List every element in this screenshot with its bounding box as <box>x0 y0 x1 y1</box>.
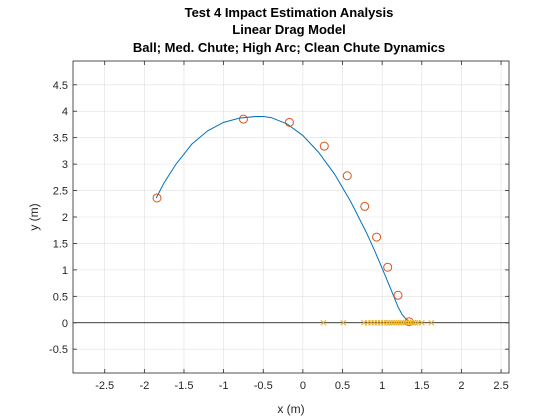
series-layer <box>73 114 509 327</box>
impact-estimate-stroke <box>320 319 327 326</box>
impact-estimate-stroke <box>398 319 405 326</box>
y-tick-label: 2.5 <box>53 186 68 198</box>
x-tick-label: -2.5 <box>95 380 114 392</box>
impact-estimate-point <box>320 319 327 326</box>
impact-estimate-point <box>410 319 417 326</box>
observation-point <box>372 232 382 242</box>
impact-estimate-stroke <box>407 319 414 326</box>
y-tick-label: 4 <box>62 106 68 118</box>
observation-point <box>238 114 248 124</box>
impact-estimate-point <box>383 319 390 326</box>
impact-estimate-point <box>428 319 435 326</box>
chart-title-line-2: Linear Drag Model <box>232 22 345 37</box>
observation-point <box>360 201 370 211</box>
observation-point <box>284 117 294 127</box>
axis-ticks: -2.5 -2 -1.5 -1 -0.5 0 0.5 1 1.5 2 2.5 -0.5 0 0.5 1 1.5… <box>49 61 509 392</box>
x-tick-label: -2 <box>139 380 149 392</box>
y-tick-label: 1.5 <box>53 238 68 250</box>
y-tick-label: 3.5 <box>53 133 68 145</box>
impact-estimate-point <box>398 319 405 326</box>
x-tick-label: -0.5 <box>254 380 273 392</box>
x-tick-label: 0.5 <box>335 380 350 392</box>
observation-point <box>319 141 329 151</box>
impact-estimate-stroke <box>393 319 400 326</box>
observation-point <box>342 171 352 181</box>
impact-estimate-stroke <box>383 319 390 326</box>
trajectory-line <box>155 116 411 323</box>
x-tick-label: 1 <box>379 380 385 392</box>
y-tick-label: 1 <box>62 265 68 277</box>
x-tick-label: -1.5 <box>174 380 193 392</box>
observation-point <box>152 193 162 203</box>
impact-estimate-point <box>395 319 402 326</box>
impact-estimate-point <box>402 319 409 326</box>
impact-estimate-point <box>405 319 412 326</box>
impact-estimate-point <box>418 319 425 326</box>
y-tick-label: 0.5 <box>53 291 68 303</box>
chart-title-line-3: Ball; Med. Chute; High Arc; Clean Chute … <box>133 40 445 55</box>
x-tick-label: -1 <box>219 380 229 392</box>
impact-estimate-stroke <box>395 319 402 326</box>
y-axis-label: y (m) <box>27 203 41 230</box>
impact-estimate-stroke <box>402 319 409 326</box>
observation-point <box>393 290 403 300</box>
chart-title-line-1: Test 4 Impact Estimation Analysis <box>185 5 394 20</box>
observation-point <box>383 262 393 272</box>
y-tick-label: 3 <box>62 159 68 171</box>
y-tick-label: 0 <box>62 318 68 330</box>
x-axis-label: x (m) <box>277 402 304 416</box>
impact-estimate-point <box>340 319 347 326</box>
y-tick-label: 2 <box>62 212 68 224</box>
impact-estimate-stroke <box>400 319 407 326</box>
x-tick-label: 2 <box>458 380 464 392</box>
x-tick-label: 0 <box>300 380 306 392</box>
x-tick-label: 2.5 <box>493 380 508 392</box>
impact-estimate-point <box>386 319 393 326</box>
impact-estimate-stroke <box>405 319 412 326</box>
impact-estimate-stroke <box>388 319 395 326</box>
impact-estimate-point <box>388 319 395 326</box>
impact-estimate-stroke <box>428 319 435 326</box>
y-tick-label: 4.5 <box>53 80 68 92</box>
impact-estimate-stroke <box>391 319 398 326</box>
x-tick-label: 1.5 <box>414 380 429 392</box>
impact-estimate-point <box>393 319 400 326</box>
impact-estimate-stroke <box>410 319 417 326</box>
impact-estimate-stroke <box>340 319 347 326</box>
impact-estimate-stroke <box>386 319 393 326</box>
impact-estimate-point <box>400 319 407 326</box>
impact-estimate-point <box>391 319 398 326</box>
impact-estimate-point <box>407 319 414 326</box>
impact-estimate-stroke <box>418 319 425 326</box>
y-tick-label: -0.5 <box>49 344 68 356</box>
impact-estimate-stroke <box>412 319 419 326</box>
impact-estimate-point <box>412 319 419 326</box>
